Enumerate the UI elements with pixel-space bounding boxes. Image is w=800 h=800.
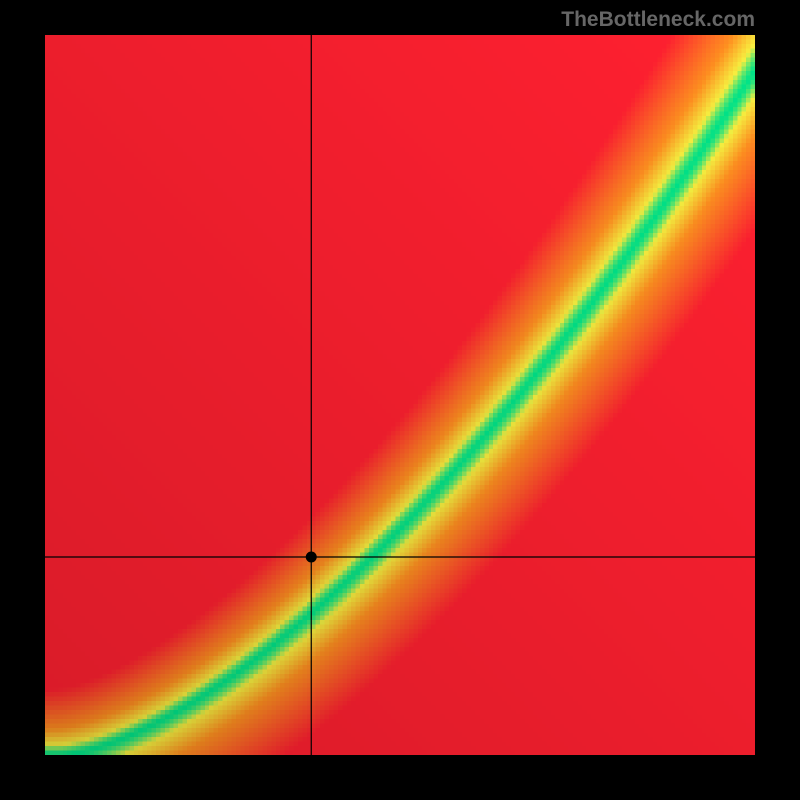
- chart-container: TheBottleneck.com: [0, 0, 800, 800]
- heatmap-canvas: [45, 35, 755, 755]
- watermark-text: TheBottleneck.com: [561, 8, 755, 32]
